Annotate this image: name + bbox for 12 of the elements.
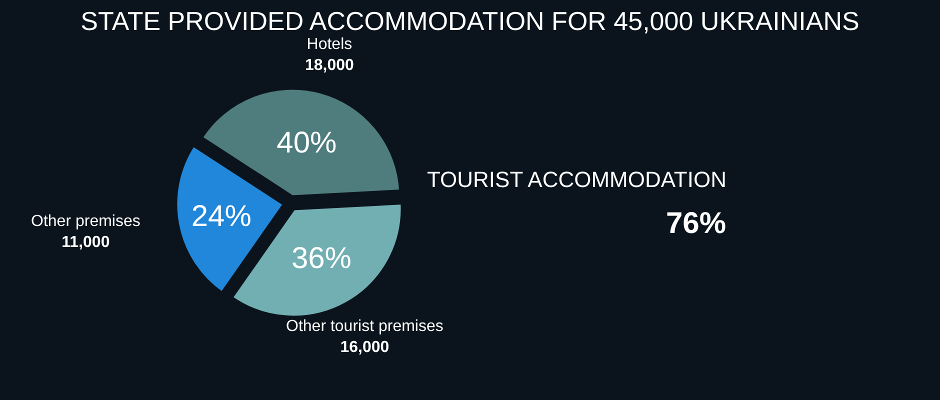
data-label: 11,000 bbox=[62, 234, 110, 251]
text: 36% bbox=[291, 242, 352, 276]
chart-title: STATE PROVIDED ACCOMMODATION FOR 45,000 UKRAINIANS bbox=[80, 6, 860, 36]
text: TOURIST ACCOMMODATION bbox=[427, 167, 726, 192]
text: 40% bbox=[276, 126, 337, 160]
slice-label: Other tourist premises bbox=[286, 318, 444, 335]
text: 24% bbox=[191, 200, 252, 233]
slice-label: Hotels bbox=[306, 36, 352, 53]
text: 76% bbox=[666, 207, 726, 240]
slice-label: Other premises bbox=[31, 213, 140, 230]
data-label: 18,000 bbox=[305, 56, 354, 74]
data-label: 16,000 bbox=[340, 338, 390, 356]
